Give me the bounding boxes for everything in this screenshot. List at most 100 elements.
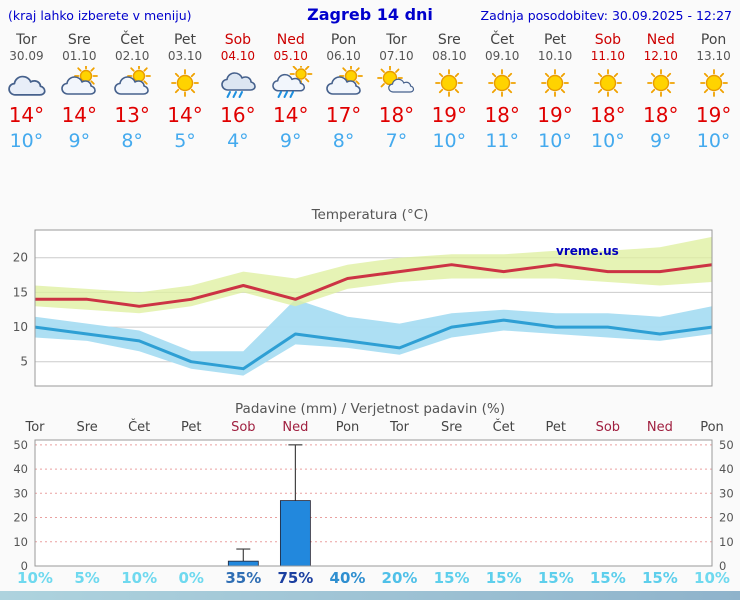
high-temp: 19° xyxy=(695,103,732,127)
day-date: 09.10 xyxy=(484,49,520,63)
precip-day-label: Tor xyxy=(389,420,410,435)
precip-y-tick-left: 10 xyxy=(13,535,28,549)
day-name: Ned xyxy=(646,32,675,48)
day-name: Sre xyxy=(437,32,461,48)
high-temp: 18° xyxy=(484,103,520,127)
precip-probability: 35% xyxy=(225,569,261,586)
precip-y-tick-right: 50 xyxy=(719,438,734,452)
day-date: 10.10 xyxy=(537,49,573,63)
low-temp: 4° xyxy=(227,130,249,152)
day-column: Tor 30.09 14° 10° xyxy=(0,32,53,154)
day-icon-cell xyxy=(529,64,582,102)
precipitation-chart: Tor Sre Čet Pet Sob Ned Pon Tor Sre Čet Pet Sob Ned P… xyxy=(13,419,734,587)
day-date: 05.10 xyxy=(273,49,308,63)
precip-bar xyxy=(227,560,259,567)
low-temp: 10° xyxy=(696,130,731,152)
high-temp: 18° xyxy=(590,103,626,127)
precip-chart-title: Padavine (mm) / Verjetnost padavin (%) xyxy=(235,401,505,417)
precip-day-label: Pon xyxy=(336,420,360,435)
day-icon-cell xyxy=(581,64,634,102)
precip-day-label: Ned xyxy=(282,420,308,435)
high-temp: 13° xyxy=(114,103,150,127)
temp-y-tick: 20 xyxy=(13,251,28,265)
precip-probability: 20% xyxy=(382,569,418,586)
day-icon-cell xyxy=(264,64,317,102)
low-temp: 8° xyxy=(332,130,355,152)
temp-y-tick: 5 xyxy=(20,355,28,369)
precip-probability: 75% xyxy=(277,569,313,586)
high-temp: 17° xyxy=(325,103,362,127)
precip-day-label: Ned xyxy=(647,420,673,435)
day-icon-cell xyxy=(687,64,740,102)
day-date: 12.10 xyxy=(643,49,678,63)
day-name: Tor xyxy=(16,32,37,48)
precip-probability: 40% xyxy=(330,569,366,586)
high-temp: 16° xyxy=(220,103,256,127)
day-icon-cell xyxy=(476,64,529,102)
day-icon-cell xyxy=(159,64,212,102)
day-column: Čet 09.10 18° 11° xyxy=(476,32,529,154)
precip-probability: 15% xyxy=(642,569,678,586)
day-date: 30.09 xyxy=(9,49,44,63)
temp-chart-title: Temperatura (°C) xyxy=(311,207,429,223)
page-header: (kraj lahko izberete v meniju) Zagreb 14… xyxy=(0,0,740,26)
day-icon-cell xyxy=(634,64,687,102)
precip-y-tick-left: 50 xyxy=(13,438,28,452)
precip-y-tick-left: 20 xyxy=(13,511,28,525)
day-column: Sob 04.10 16° 4° xyxy=(211,32,264,154)
day-icon-cell xyxy=(106,64,159,102)
precip-y-tick-right: 0 xyxy=(719,559,726,573)
day-column: Sre 08.10 19° 10° xyxy=(423,32,476,154)
day-name: Tor xyxy=(386,32,407,48)
temp-chart-wrap: 5 10 15 20 vreme.us xyxy=(0,224,740,400)
precip-y-tick-left: 0 xyxy=(21,559,28,573)
high-temp: 14° xyxy=(167,103,203,127)
precip-y-tick-right: 10 xyxy=(719,535,734,549)
day-icon-cell xyxy=(0,64,53,102)
precip-day-label: Sre xyxy=(441,420,462,435)
precip-y-tick-right: 20 xyxy=(719,511,734,525)
low-temp: 10° xyxy=(538,130,572,152)
day-date: 02.10 xyxy=(114,49,150,63)
day-name: Čet xyxy=(120,32,145,48)
precip-day-label: Pet xyxy=(181,420,201,435)
high-temp: 18° xyxy=(378,103,415,127)
low-temp: 11° xyxy=(485,130,519,152)
high-temp: 18° xyxy=(643,103,679,127)
low-temp: 9° xyxy=(279,130,302,152)
weather-icon-partly-cloudy xyxy=(61,66,99,95)
day-icon-cell xyxy=(423,64,476,102)
day-column: Sre 01.10 14° 9° xyxy=(53,32,106,154)
low-temp: 7° xyxy=(385,130,408,152)
day-icon-cell xyxy=(370,64,423,102)
spacer xyxy=(0,154,740,206)
day-name: Pon xyxy=(330,32,357,48)
last-updated: Zadnja posodobitev: 30.09.2025 - 12:27 xyxy=(480,8,732,23)
weather-icon-partly-cloudy xyxy=(325,66,363,95)
day-column: Sob 11.10 18° 10° xyxy=(581,32,634,154)
day-name: Pet xyxy=(173,32,197,48)
precip-probability: 5% xyxy=(74,569,99,586)
day-date: 11.10 xyxy=(590,49,626,63)
footer-strip xyxy=(0,591,740,600)
precip-day-label: Čet xyxy=(128,419,150,435)
weather-icon-partly-cloudy xyxy=(114,66,152,95)
precip-y-tick-left: 40 xyxy=(13,462,28,476)
day-name: Sob xyxy=(224,32,252,48)
forecast-strip: Tor 30.09 14° 10° Sre 01.10 14° 9° Čet 02.10 13° 8°… xyxy=(0,26,740,154)
day-name: Pon xyxy=(700,32,727,48)
temp-min-line xyxy=(35,318,712,371)
precip-y-tick-right: 40 xyxy=(719,462,734,476)
day-date: 04.10 xyxy=(220,49,256,63)
high-temp: 19° xyxy=(537,103,573,127)
vreme-us-link[interactable]: vreme.us xyxy=(556,244,619,258)
precip-probability: 10% xyxy=(121,569,157,586)
precip-bar xyxy=(279,500,311,567)
day-date: 06.10 xyxy=(326,49,361,63)
day-column: Ned 05.10 14° 9° xyxy=(264,32,317,154)
day-name: Sre xyxy=(67,32,91,48)
precip-day-label: Sob xyxy=(596,420,620,435)
day-icon-cell xyxy=(211,64,264,102)
day-name: Pet xyxy=(544,32,567,48)
low-temp: 5° xyxy=(174,130,196,152)
